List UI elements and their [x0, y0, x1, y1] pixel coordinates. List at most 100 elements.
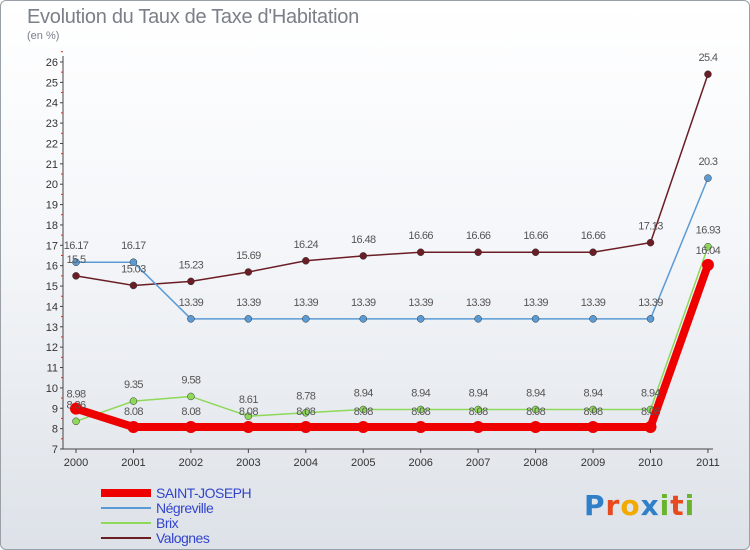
x-tick-label: 2010	[638, 457, 662, 469]
data-label-n-greville: 13.39	[179, 297, 204, 309]
data-label-brix: 8.94	[469, 387, 488, 399]
y-tick-label: 14	[46, 301, 58, 313]
data-label-saint-joseph: 8.08	[239, 406, 258, 418]
series-line-brix	[75, 245, 709, 423]
data-point-brix	[72, 417, 80, 426]
data-label-brix: 8.94	[584, 387, 603, 399]
y-tick-label: 25	[46, 77, 58, 89]
data-point-saint-joseph	[70, 402, 82, 415]
chart-title: Evolution du Taux de Taxe d'Habitation	[27, 6, 359, 28]
data-label-saint-joseph: 8.08	[641, 406, 660, 418]
y-tick-label: 18	[46, 220, 58, 232]
data-label-n-greville: 13.39	[408, 297, 433, 309]
data-label-brix: 8.94	[411, 387, 430, 399]
data-point-saint-joseph	[587, 421, 600, 434]
data-label-n-greville: 13.39	[523, 297, 548, 309]
y-tick-label: 11	[47, 363, 58, 375]
data-point-brix	[704, 242, 712, 251]
data-point-n-greville	[129, 258, 138, 266]
data-point-brix	[474, 405, 482, 414]
data-point-brix	[589, 405, 597, 414]
data-label-valognes: 16.66	[466, 230, 491, 242]
data-label-valognes: 15.5	[66, 254, 85, 266]
data-label-saint-joseph: 8.08	[181, 406, 200, 418]
x-tick-label: 2009	[581, 457, 605, 469]
y-tick-label: 15	[46, 281, 58, 293]
chart-unit: (en %)	[27, 30, 60, 42]
data-point-saint-joseph	[701, 258, 714, 271]
x-tick-label: 2011	[696, 457, 720, 469]
y-tick-label: 10	[46, 383, 58, 395]
data-point-brix	[359, 405, 367, 414]
data-label-n-greville: 13.39	[294, 297, 319, 309]
data-point-valognes	[244, 268, 253, 276]
data-label-valognes: 16.66	[581, 230, 606, 242]
data-point-valognes	[704, 70, 712, 78]
x-tick-label: 2002	[179, 457, 203, 469]
data-point-n-greville	[646, 315, 655, 323]
data-label-saint-joseph: 8.08	[354, 406, 373, 418]
x-tick-label: 2003	[236, 457, 260, 469]
x-tick-label: 2000	[64, 457, 88, 469]
data-label-brix: 8.94	[641, 387, 660, 399]
data-label-saint-joseph: 8.98	[66, 389, 85, 401]
data-point-brix	[187, 392, 195, 401]
data-point-valognes	[129, 281, 138, 290]
data-point-saint-joseph	[184, 421, 197, 434]
data-label-n-greville: 16.17	[121, 240, 146, 252]
y-tick-label: 24	[46, 98, 58, 110]
data-label-valognes: 15.69	[236, 250, 261, 262]
data-point-brix	[129, 397, 138, 405]
legend-label-valognes: Valognes	[156, 530, 210, 546]
series-line-valognes	[75, 73, 709, 287]
y-tick-label: 21	[46, 159, 58, 171]
data-label-brix: 16.93	[696, 225, 721, 237]
data-label-brix: 8.94	[526, 387, 545, 399]
data-point-valognes	[474, 248, 482, 256]
data-label-valognes: 16.66	[523, 230, 548, 242]
data-label-brix: 9.58	[181, 374, 200, 386]
data-point-valognes	[72, 272, 80, 280]
data-point-brix	[244, 412, 253, 420]
x-tick-label: 2006	[408, 457, 432, 469]
legend-label-brix: Brix	[156, 515, 179, 531]
data-point-n-greville	[416, 315, 425, 323]
series-line-saint-joseph	[72, 260, 712, 432]
data-label-n-greville: 13.39	[638, 297, 663, 309]
data-point-saint-joseph	[529, 421, 542, 434]
data-point-saint-joseph	[242, 421, 255, 434]
data-label-saint-joseph: 8.08	[124, 406, 143, 418]
data-point-n-greville	[531, 315, 540, 323]
y-tick-label: 12	[46, 342, 58, 354]
data-point-valognes	[531, 248, 540, 256]
y-tick-label: 22	[46, 138, 58, 150]
data-label-n-greville: 13.39	[581, 297, 606, 309]
data-point-brix	[531, 405, 540, 414]
y-tick-label: 7	[52, 444, 58, 456]
x-tick-label: 2001	[121, 457, 145, 469]
data-label-valognes: 16.66	[408, 230, 433, 242]
data-label-n-greville: 16.17	[64, 240, 89, 252]
proxiti-logo: Proxiti	[584, 489, 696, 522]
y-tick-label: 13	[46, 322, 58, 334]
data-label-valognes: 16.48	[351, 234, 376, 246]
data-point-valognes	[359, 252, 367, 260]
x-tick-label: 2005	[351, 457, 375, 469]
data-label-brix: 9.35	[124, 379, 143, 391]
data-label-valognes: 15.03	[121, 263, 146, 275]
data-label-brix: 8.94	[354, 387, 373, 399]
data-point-valognes	[589, 248, 597, 256]
x-tick-label: 2008	[523, 457, 547, 469]
y-tick-label: 26	[46, 57, 58, 69]
data-label-saint-joseph: 8.08	[469, 406, 488, 418]
data-point-saint-joseph	[299, 421, 312, 434]
legend-label-n-greville: Négreville	[156, 500, 214, 516]
data-point-valognes	[646, 238, 655, 247]
data-point-saint-joseph	[357, 421, 370, 434]
data-point-n-greville	[302, 315, 310, 323]
data-label-n-greville: 13.39	[351, 297, 376, 309]
data-label-valognes: 16.24	[294, 239, 319, 251]
data-point-valognes	[416, 248, 425, 256]
data-point-n-greville	[187, 315, 195, 323]
